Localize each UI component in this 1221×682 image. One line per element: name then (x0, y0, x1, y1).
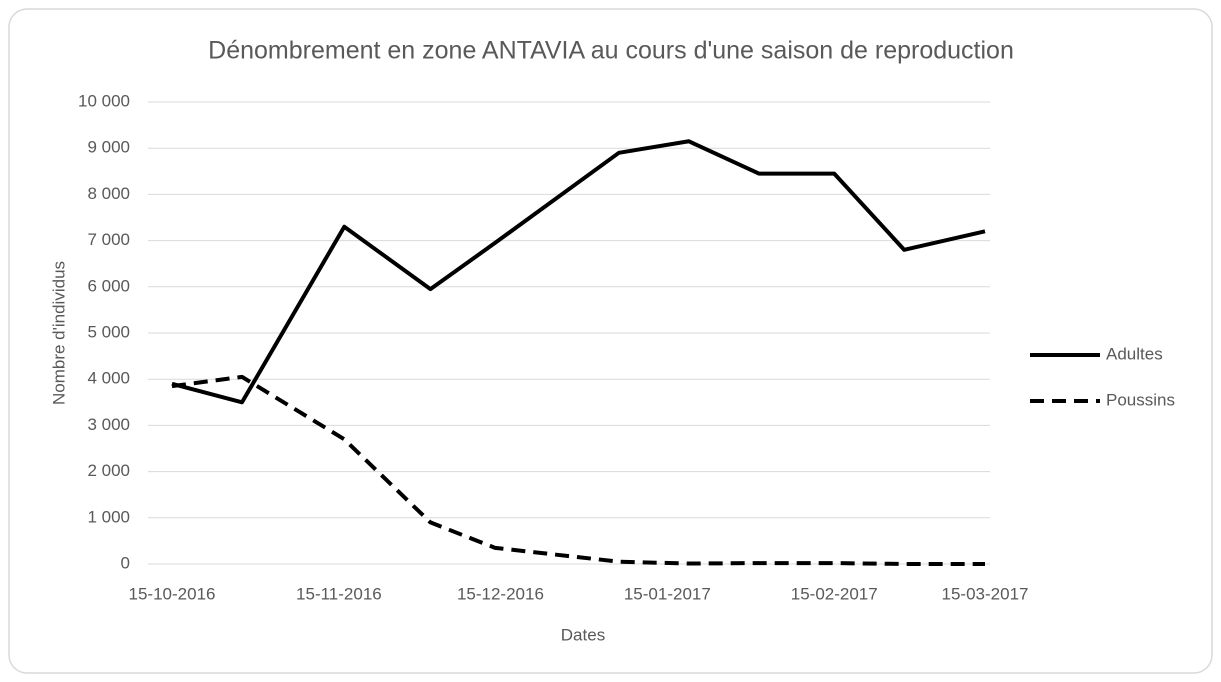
x-tick-label: 15-03-2017 (942, 584, 1029, 603)
y-tick-label: 7 000 (87, 230, 130, 249)
legend-label: Adultes (1106, 344, 1163, 363)
x-tick-label: 15-11-2016 (296, 584, 382, 603)
data-line (171, 139, 986, 405)
y-tick-label: 2 000 (87, 461, 130, 480)
y-tick-label: 3 000 (87, 415, 130, 434)
x-tick-label: 15-12-2016 (457, 584, 544, 603)
y-tick-label: 1 000 (87, 507, 130, 526)
y-tick-label: 5 000 (87, 322, 130, 341)
x-axis-label: Dates (561, 625, 605, 644)
y-tick-label: 9 000 (87, 138, 130, 157)
y-axis-label: Nombre d'individus (49, 261, 68, 405)
y-tick-label: 8 000 (87, 184, 130, 203)
y-tick-label: 4 000 (87, 369, 130, 388)
y-tick-label: 10 000 (78, 91, 130, 110)
y-tick-label: 0 (121, 553, 130, 572)
chart-border (8, 8, 1213, 674)
x-tick-label: 15-02-2017 (791, 584, 878, 603)
x-tick-label: 15-01-2017 (624, 584, 711, 603)
chart-title: Dénombrement en zone ANTAVIA au cours d'… (208, 37, 1014, 65)
legend-label: Poussins (1106, 390, 1175, 409)
x-tick-label: 15-10-2016 (129, 584, 216, 603)
y-tick-label: 6 000 (87, 276, 130, 295)
